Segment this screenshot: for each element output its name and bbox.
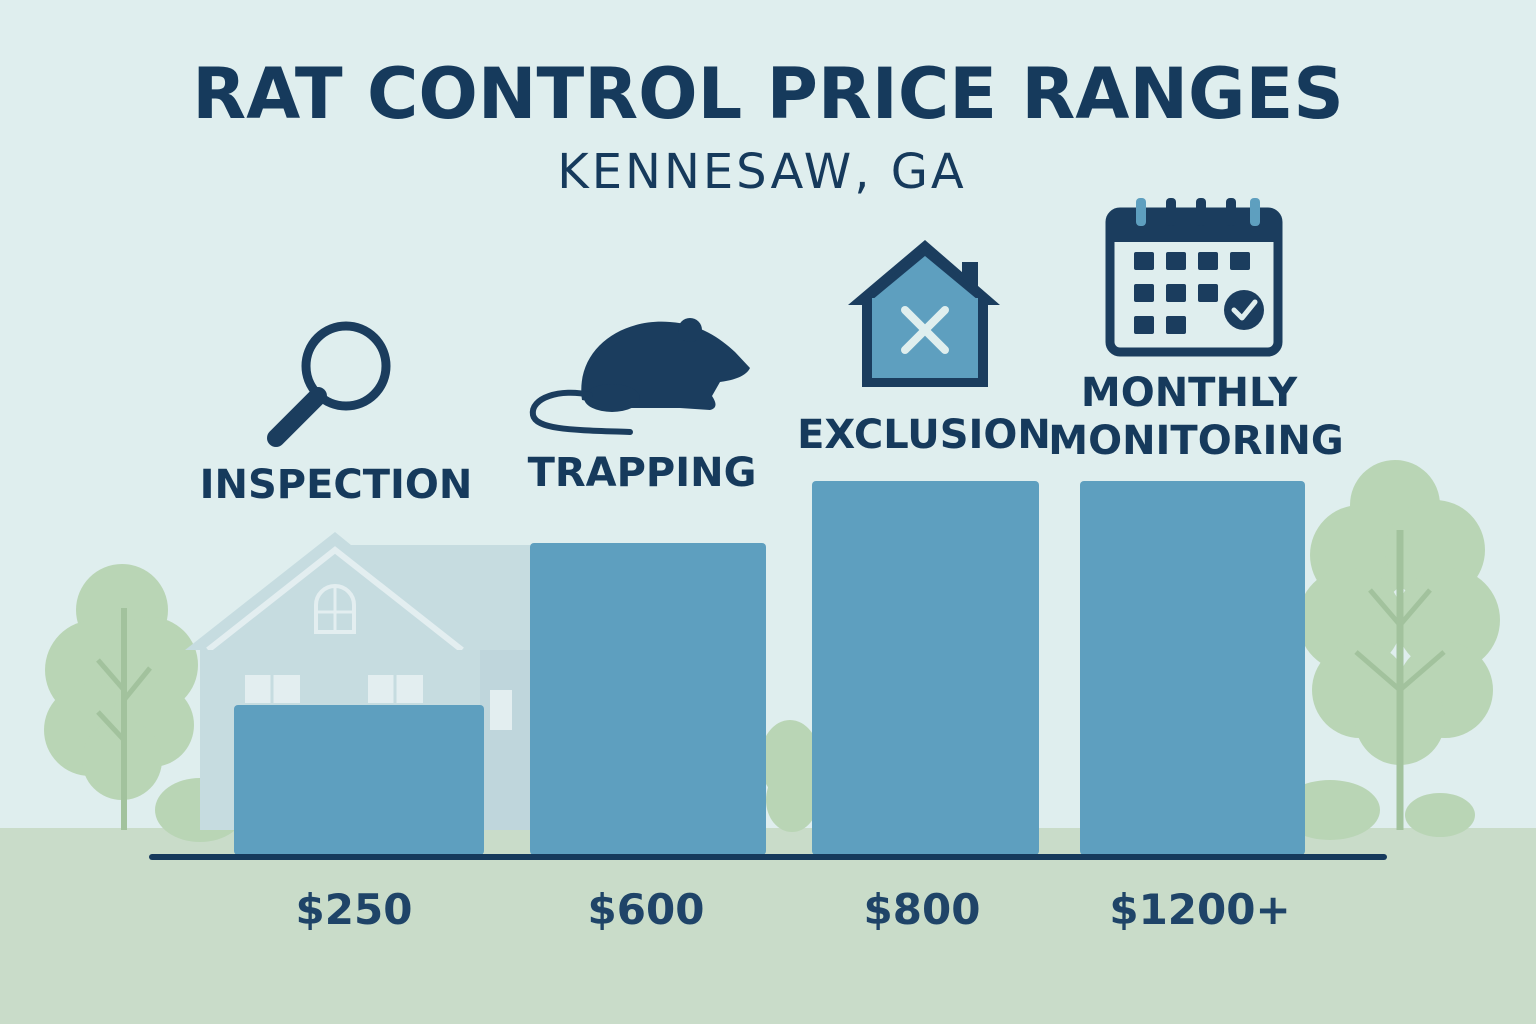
- category-label-trapping: TRAPPING: [528, 450, 757, 496]
- category-label-monthly-monitoring: MONTHLY MONITORING: [1048, 370, 1343, 464]
- value-label-exclusion: $800: [864, 885, 981, 934]
- category-label-line: MONITORING: [1048, 418, 1343, 464]
- bars: [234, 481, 1305, 855]
- category-label-line: MONTHLY: [1081, 370, 1298, 416]
- value-label-monthly-monitoring: $1200+: [1109, 885, 1290, 934]
- magnifying-glass-icon: [267, 321, 391, 447]
- background-scenery: [0, 460, 1536, 1024]
- bar-monthly-monitoring: [1080, 481, 1305, 855]
- value-label-inspection: $250: [296, 885, 413, 934]
- rat-icon: [529, 318, 750, 435]
- value-label-trapping: $600: [588, 885, 705, 934]
- tree-right-icon: [1298, 460, 1500, 830]
- bar-inspection: [234, 705, 484, 855]
- category-label-inspection: INSPECTION: [200, 462, 473, 508]
- chart-subtitle: KENNESAW, GA: [557, 144, 967, 200]
- bar-trapping: [530, 543, 766, 855]
- chart-title: RAT CONTROL PRICE RANGES: [192, 53, 1344, 135]
- category-label-exclusion: EXCLUSION: [797, 412, 1051, 458]
- bar-exclusion: [812, 481, 1039, 855]
- calendar-check-icon: [1105, 198, 1283, 357]
- tree-left-icon: [44, 564, 198, 830]
- ground: [0, 828, 1536, 1024]
- house-x-icon: [848, 240, 1000, 387]
